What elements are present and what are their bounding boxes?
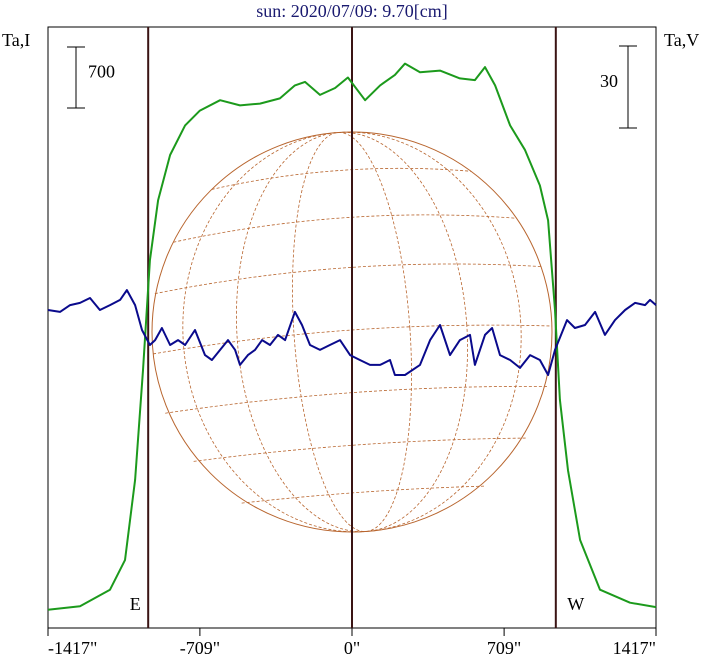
- scale-bar-label: 700: [88, 62, 115, 82]
- x-tick-label: 0": [344, 638, 360, 658]
- parallel: [154, 263, 542, 295]
- parallel: [211, 167, 472, 190]
- x-tick-label: 1417": [613, 638, 656, 658]
- y-axis-label: Ta,I: [2, 30, 30, 50]
- parallel: [241, 485, 486, 504]
- chart-title: sun: 2020/07/09: 9.70[cm]: [256, 1, 448, 21]
- scale-bar-label: 30: [600, 71, 618, 91]
- x-tick-label: -709": [180, 638, 220, 658]
- parallel: [193, 437, 527, 462]
- limb-label: W: [567, 594, 584, 614]
- series-line: [47, 62, 657, 611]
- y2-axis-label: Ta,V: [664, 30, 699, 50]
- parallel: [173, 214, 517, 243]
- parallel: [165, 385, 549, 414]
- x-tick-label: 709": [487, 638, 521, 658]
- series-line: [47, 289, 657, 376]
- limb-label: E: [130, 594, 141, 614]
- x-tick-label: -1417": [48, 638, 97, 658]
- meridian: [292, 132, 412, 532]
